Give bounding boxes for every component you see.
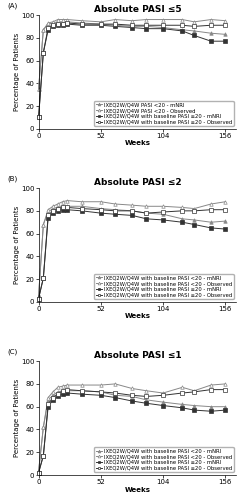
Title: Absolute PASI ≤2: Absolute PASI ≤2 xyxy=(94,178,181,188)
Legend: IXEQ2W/Q4W with baseline PASI <20 - mNRI, IXEQ2W/Q4W with baseline PASI <20 - Ob: IXEQ2W/Q4W with baseline PASI <20 - mNRI… xyxy=(94,447,234,472)
Title: Absolute PASI ≤5: Absolute PASI ≤5 xyxy=(94,5,181,14)
X-axis label: Weeks: Weeks xyxy=(124,314,150,320)
Title: Absolute PASI ≤1: Absolute PASI ≤1 xyxy=(94,352,181,360)
Text: (A): (A) xyxy=(7,3,17,10)
Y-axis label: Percentage of Patients: Percentage of Patients xyxy=(13,206,20,284)
Y-axis label: Percentage of Patients: Percentage of Patients xyxy=(13,379,20,457)
Y-axis label: Percentage of Patients: Percentage of Patients xyxy=(13,33,20,111)
X-axis label: Weeks: Weeks xyxy=(124,486,150,492)
X-axis label: Weeks: Weeks xyxy=(124,140,150,146)
Text: (C): (C) xyxy=(7,349,17,356)
Legend: IXEQ2W/Q4W PASI <20 - mNRI, IXEQ2W/Q4W PASI <20 - Observed, IXEQ2W/Q4W with base: IXEQ2W/Q4W PASI <20 - mNRI, IXEQ2W/Q4W P… xyxy=(94,100,234,126)
Text: (B): (B) xyxy=(7,176,17,182)
Legend: IXEQ2W/Q4W with baseline PASI <20 - mNRI, IXEQ2W/Q4W with baseline PASI <20 - Ob: IXEQ2W/Q4W with baseline PASI <20 - mNRI… xyxy=(94,274,234,299)
